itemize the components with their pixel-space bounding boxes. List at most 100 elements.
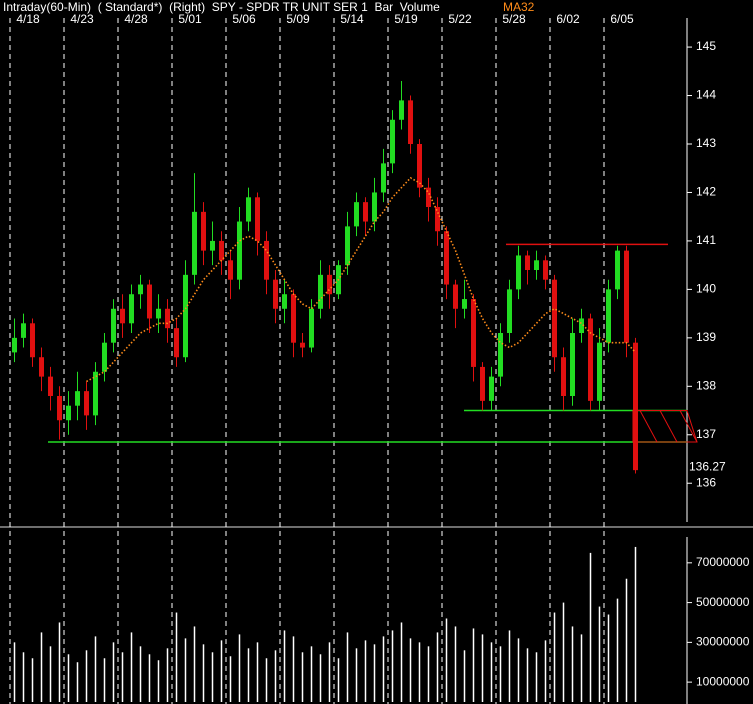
volume-bar [58, 622, 61, 702]
candle-body [588, 318, 593, 401]
candle-body [381, 163, 386, 193]
x-tick-label: 4/18 [16, 12, 40, 26]
candle-body [543, 260, 548, 280]
y-tick-label: 70000000 [696, 555, 750, 569]
volume-bar [562, 602, 565, 702]
volume-bar [337, 658, 340, 702]
candle-body [363, 202, 368, 222]
candle-body [48, 376, 53, 396]
volume-bar [229, 656, 232, 702]
volume-bar [481, 634, 484, 702]
candle-body [345, 226, 350, 266]
candle-body [264, 240, 269, 280]
candle-body [21, 323, 26, 338]
volume-bar [418, 642, 421, 702]
candle-body [300, 342, 305, 348]
candle-body [165, 308, 170, 329]
y-tick-label: 142 [696, 185, 716, 199]
x-tick-label: 5/28 [502, 12, 526, 26]
volume-bar [409, 638, 412, 702]
y-tick-label: 137 [696, 427, 716, 441]
y-tick-label: 139 [696, 330, 716, 344]
volume-bar [247, 648, 250, 702]
volume-bar [544, 640, 547, 702]
volume-bar [607, 614, 610, 702]
volume-bar [67, 654, 70, 702]
volume-bar [382, 636, 385, 702]
candle-body [255, 197, 260, 241]
volume-bar [292, 636, 295, 702]
candle-body [534, 260, 539, 270]
volume-bar [130, 632, 133, 702]
candle-body [138, 284, 143, 295]
x-tick-label: 5/14 [340, 12, 364, 26]
candle-body [84, 391, 89, 416]
x-tick-label: 5/09 [286, 12, 310, 26]
volume-bar [148, 654, 151, 702]
volume-bar [517, 638, 520, 702]
volume-bar [220, 640, 223, 702]
volume-bar [463, 650, 466, 702]
volume-bar [490, 642, 493, 702]
candle-body [507, 289, 512, 333]
volume-bar [310, 646, 313, 702]
candle-body [183, 274, 188, 358]
candle-body [372, 192, 377, 222]
volume-bar [139, 646, 142, 702]
y-tick-label: 138 [696, 378, 716, 392]
candle-body [471, 299, 476, 367]
candle-body [309, 308, 314, 348]
candle-body [615, 250, 620, 290]
candle-body [516, 255, 521, 290]
volume-bar [445, 618, 448, 702]
candle-body [192, 211, 197, 275]
volume-bar [535, 652, 538, 702]
volume-bar [76, 662, 79, 702]
candle-body [480, 366, 485, 401]
volume-bar [49, 646, 52, 702]
volume-bar [22, 652, 25, 702]
x-tick-label: 5/19 [394, 12, 418, 26]
candle-body [156, 308, 161, 319]
candle-body [246, 197, 251, 222]
x-tick-label: 4/23 [70, 12, 94, 26]
candle-body [129, 294, 134, 324]
candle-body [552, 279, 557, 358]
candle-body [237, 221, 242, 280]
volume-bar [355, 648, 358, 702]
candle-body [93, 371, 98, 416]
volume-bar [499, 646, 502, 702]
candle-body [633, 342, 638, 471]
volume-bar [571, 626, 574, 702]
candle-body [120, 308, 125, 324]
y-tick-label: 30000000 [696, 635, 750, 649]
x-tick-label: 4/28 [124, 12, 148, 26]
candle-body [291, 294, 296, 343]
candle-body [489, 376, 494, 401]
ma-line [86, 176, 637, 383]
volume-bar [391, 630, 394, 702]
candle-body [624, 250, 629, 343]
y-tick-label: 143 [696, 136, 716, 150]
volume-bar [184, 638, 187, 702]
candle-body [417, 144, 422, 188]
volume-bar [121, 652, 124, 702]
volume-bar [427, 646, 430, 702]
volume-bar [202, 644, 205, 702]
volume-bar [13, 642, 16, 702]
candle-body [30, 323, 35, 358]
volume-bar [85, 650, 88, 702]
volume-bar [319, 654, 322, 702]
y-tick-label: 50000000 [696, 595, 750, 609]
volume-bar [166, 648, 169, 702]
y-tick-label: 10000000 [696, 674, 750, 688]
candle-body [273, 279, 278, 309]
volume-bar [193, 626, 196, 702]
volume-bar [625, 578, 628, 702]
volume-bar [112, 642, 115, 702]
last-price-label: 136.27 [689, 459, 726, 473]
candle-body [102, 342, 107, 372]
candle-body [66, 405, 71, 421]
volume-bar [238, 634, 241, 702]
